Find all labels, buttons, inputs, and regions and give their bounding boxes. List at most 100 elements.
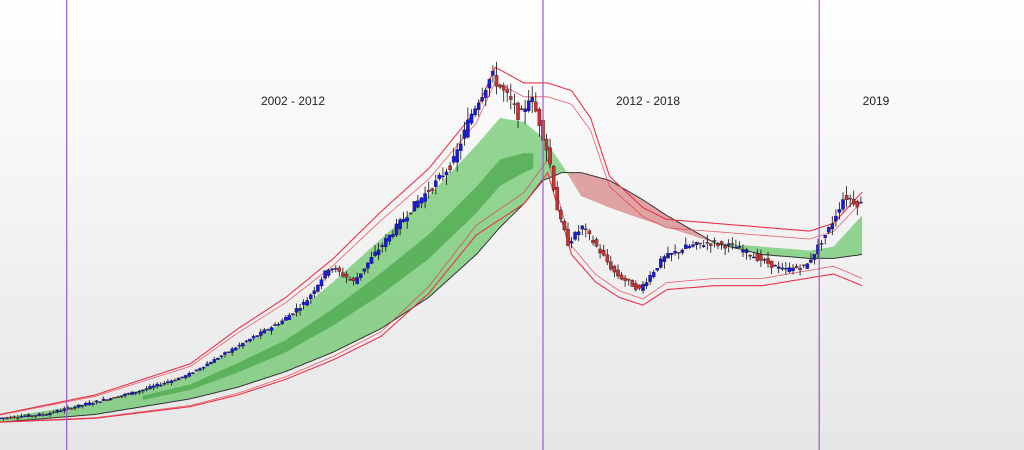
candle-body-153 <box>544 138 549 151</box>
candle-body-120 <box>426 190 431 193</box>
candle-body-113 <box>401 219 406 223</box>
candle-body-195 <box>694 242 699 245</box>
candle-body-154 <box>548 147 552 165</box>
candle-body-54 <box>191 372 195 374</box>
candle-body-161 <box>573 232 577 240</box>
candle-body-40 <box>141 389 145 392</box>
candle-body-176 <box>626 278 631 281</box>
candle-body-137 <box>487 79 492 89</box>
candle-body-69 <box>244 340 249 343</box>
candle-body-226 <box>805 263 810 269</box>
candle-body-75 <box>266 329 270 331</box>
candle-body-127 <box>451 156 456 163</box>
candle-body-63 <box>223 352 227 355</box>
candle-body-230 <box>819 243 824 245</box>
candle-body-30 <box>105 399 109 401</box>
candle-body-18 <box>62 408 67 411</box>
candle-body-187 <box>666 253 670 259</box>
candle-body-192 <box>684 244 688 250</box>
candle-body-240 <box>855 201 860 208</box>
candle-body-142 <box>505 89 509 93</box>
candle-body-4 <box>12 416 17 418</box>
candle-body-122 <box>434 180 438 187</box>
candle-body-216 <box>769 260 774 268</box>
candle-body-231 <box>823 235 827 238</box>
candle-body-203 <box>723 245 727 249</box>
candle-body-80 <box>284 317 288 321</box>
candle-body-106 <box>376 249 381 256</box>
candle-body-135 <box>480 97 484 102</box>
candle-body-173 <box>616 269 620 277</box>
candle-body-107 <box>380 245 384 247</box>
candle-body-112 <box>398 219 402 230</box>
candle-body-23 <box>80 405 84 407</box>
candle-body-25 <box>87 402 92 406</box>
candle-body-76 <box>269 327 274 331</box>
candle-body-148 <box>526 100 531 112</box>
candle-body-232 <box>826 227 831 233</box>
candle-body-67 <box>237 344 242 347</box>
candle-body-66 <box>234 347 238 351</box>
candle-body-72 <box>255 335 259 337</box>
candle-body-95 <box>337 267 342 272</box>
candle-body-82 <box>291 313 295 315</box>
candle-body-128 <box>455 149 459 163</box>
candle-body-237 <box>844 195 849 200</box>
upper-band-line <box>0 66 863 415</box>
candle-body-132 <box>469 113 474 124</box>
candle-body-156 <box>555 186 559 211</box>
candle-body-162 <box>576 231 581 236</box>
candle-body-185 <box>659 258 663 268</box>
candle-body-10 <box>33 415 38 417</box>
candle-body-24 <box>83 403 88 406</box>
candle-body-126 <box>448 165 452 171</box>
candle-body-180 <box>641 284 645 291</box>
candle-body-74 <box>262 329 267 334</box>
candle-body-59 <box>209 362 213 365</box>
candle-body-17 <box>58 410 63 413</box>
candle-body-99 <box>351 277 356 281</box>
candle-body-98 <box>348 279 352 281</box>
candle-body-183 <box>651 272 656 278</box>
candle-body-177 <box>630 279 635 287</box>
candle-body-48 <box>169 380 174 383</box>
candle-body-108 <box>384 238 388 247</box>
candle-body-208 <box>741 250 745 253</box>
candle-body-223 <box>794 265 799 269</box>
candle-body-170 <box>605 254 610 263</box>
candle-body-88 <box>312 290 317 294</box>
candle-body-13 <box>44 414 49 416</box>
candle-body-105 <box>373 251 377 256</box>
candle-body-214 <box>762 259 767 261</box>
candle-body-60 <box>212 359 217 363</box>
candle-body-84 <box>298 308 302 311</box>
candle-body-111 <box>394 223 399 236</box>
candle-body-202 <box>719 241 724 245</box>
lower-band-line-inner <box>0 158 863 423</box>
period-label-layer: 2002 - 2012 2012 - 2018 2019 <box>261 94 890 108</box>
candle-body-37 <box>130 391 134 395</box>
candle-body-144 <box>512 103 517 105</box>
candle-body-12 <box>41 414 45 416</box>
candle-body-70 <box>248 338 252 342</box>
candle-body-14 <box>48 412 52 415</box>
candle-body-81 <box>287 314 292 320</box>
candle-body-53 <box>187 372 192 377</box>
trend-cloud-core <box>142 153 534 400</box>
candle-body-182 <box>648 275 652 282</box>
candle-body-94 <box>334 268 338 270</box>
trend-cloud-segment-0 <box>0 118 570 423</box>
candle-body-239 <box>851 199 856 205</box>
candle-body-233 <box>830 223 835 230</box>
candle-body-136 <box>484 89 488 98</box>
candle-body-124 <box>441 175 445 178</box>
candle-body-125 <box>444 171 449 176</box>
candle-body-71 <box>251 336 256 339</box>
candle-body-8 <box>26 414 31 417</box>
candle-body-29 <box>101 398 106 401</box>
candle-body-65 <box>230 348 234 353</box>
candle-body-68 <box>241 342 245 347</box>
candle-body-2 <box>5 417 9 419</box>
candle-body-117 <box>416 200 420 208</box>
candle-body-174 <box>619 274 624 280</box>
